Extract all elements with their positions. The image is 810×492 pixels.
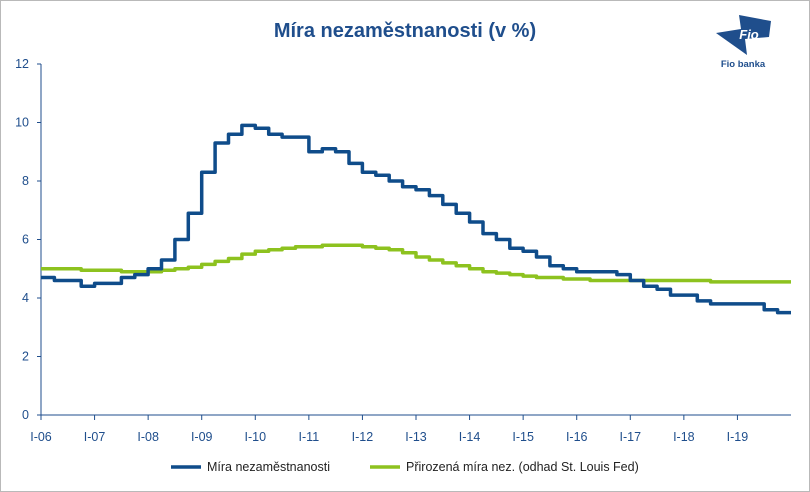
axes: [40, 64, 791, 416]
y-tick-label: 2: [22, 350, 29, 364]
x-tick-label: I-15: [512, 430, 534, 444]
x-tick-label: I-18: [673, 430, 695, 444]
chart-title: Míra nezaměstnanosti (v %): [274, 20, 536, 42]
x-tick-label: I-07: [84, 430, 106, 444]
logo-mark-text: Fio: [739, 27, 759, 42]
x-tick-label: I-12: [352, 430, 374, 444]
y-tick-label: 8: [22, 174, 29, 188]
legend-item-natural-rate: Přirozená míra nez. (odhad St. Louis Fed…: [370, 460, 639, 474]
y-tick-label: 12: [15, 57, 29, 71]
series-layer: [41, 123, 791, 315]
x-tick-label: I-11: [299, 430, 320, 444]
legend-label: Míra nezaměstnanosti: [207, 460, 330, 474]
legend-item-unemployment: Míra nezaměstnanosti: [171, 460, 330, 474]
x-tick-label: I-14: [459, 430, 481, 444]
series-line-unemployment: [41, 123, 791, 315]
legend: Míra nezaměstnanosti Přirozená míra nez. …: [171, 460, 639, 474]
x-tick-label: I-08: [137, 430, 159, 444]
x-tick-label: I-06: [30, 430, 52, 444]
y-tick-label: 10: [15, 116, 29, 130]
x-tick-label: I-10: [245, 430, 267, 444]
x-tick-label: I-13: [405, 430, 427, 444]
x-tick-label: I-09: [191, 430, 213, 444]
y-axis-ticks: 0 2 4 6 8 10 12: [15, 57, 41, 422]
legend-label: Přirozená míra nez. (odhad St. Louis Fed…: [406, 460, 639, 474]
x-axis-ticks: I-06 I-07 I-08 I-09 I-10 I-11 I-12 I-13 I-14 I-15…: [30, 415, 748, 444]
y-tick-label: 0: [22, 408, 29, 422]
x-tick-label: I-16: [566, 430, 588, 444]
logo-caption: Fio banka: [721, 59, 766, 70]
fio-flag-shape: [716, 15, 771, 55]
y-tick-label: 4: [22, 291, 29, 305]
x-tick-label: I-19: [727, 430, 749, 444]
series-line-natural-rate: [41, 243, 791, 284]
y-tick-label: 6: [22, 233, 29, 247]
fio-logo: Fio Fio banka: [716, 15, 771, 70]
x-tick-label: I-17: [620, 430, 642, 444]
